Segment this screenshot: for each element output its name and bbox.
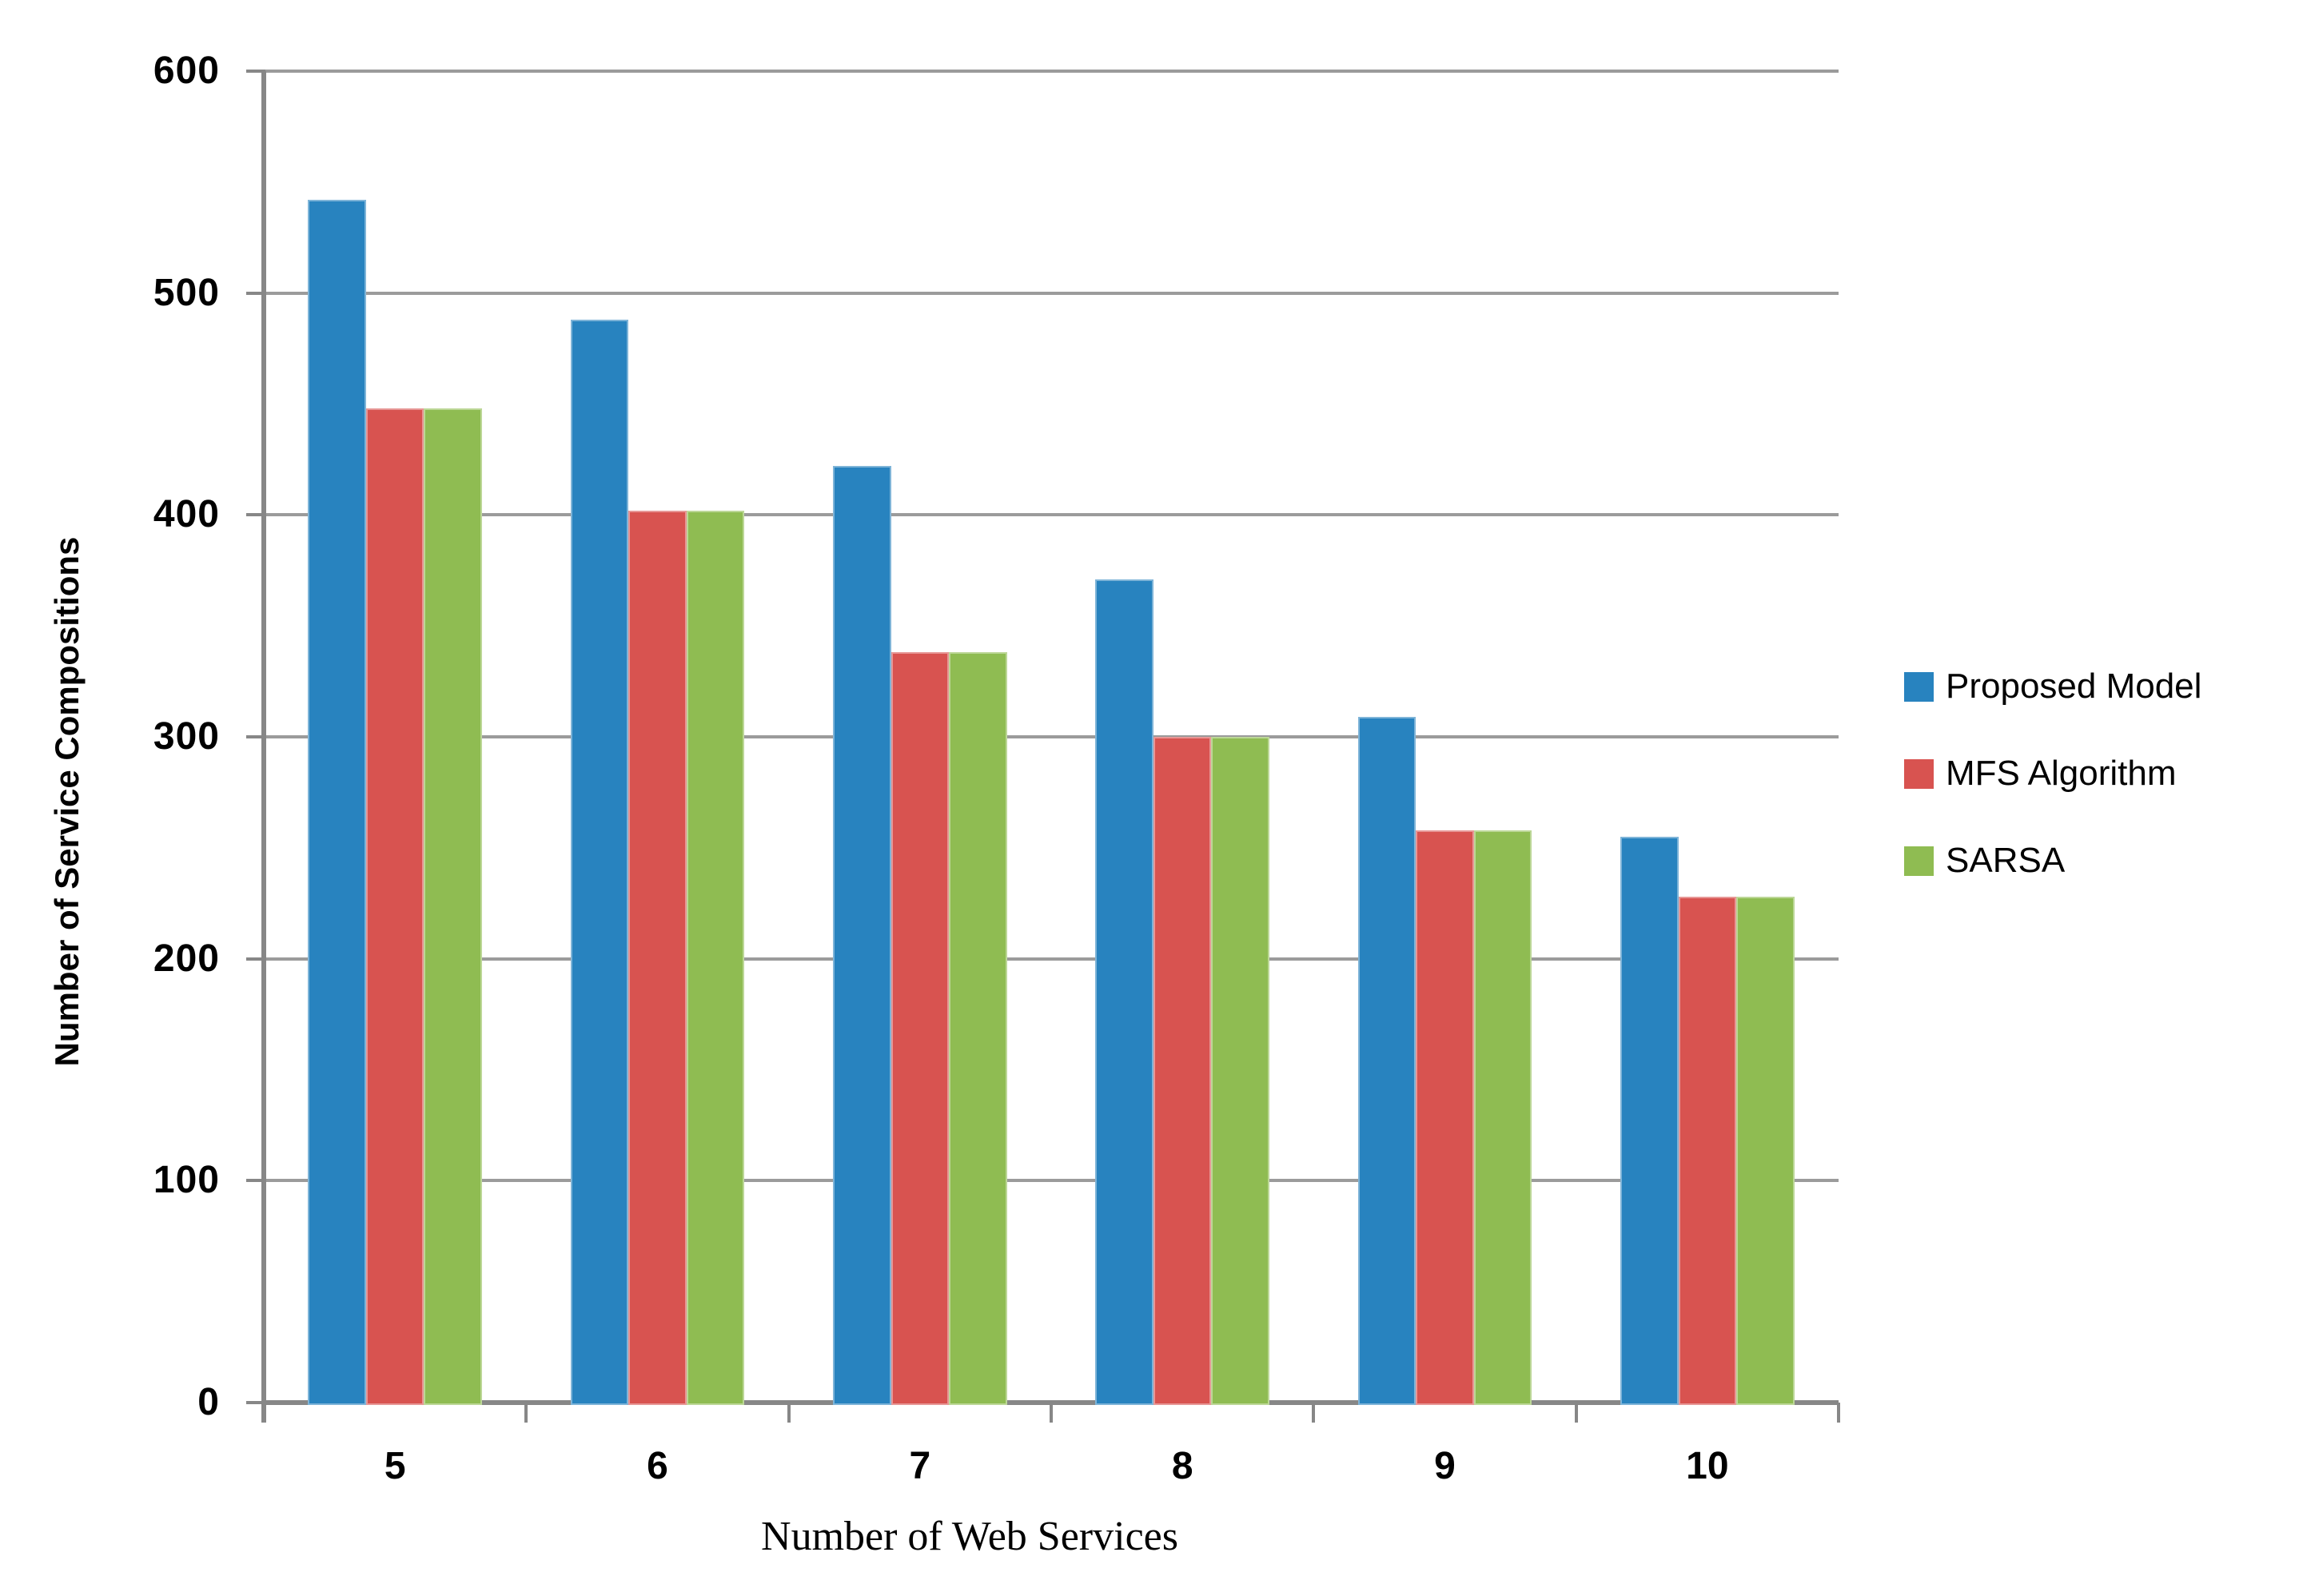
y-tick-label-300: 300 bbox=[153, 715, 220, 758]
bar-proposed-model-10 bbox=[1620, 836, 1679, 1405]
y-tick-label-200: 200 bbox=[153, 937, 220, 980]
y-tick-label-600: 600 bbox=[153, 50, 220, 92]
y-tick-label-400: 400 bbox=[153, 493, 220, 536]
bar-mfs-algorithm-7 bbox=[891, 652, 950, 1405]
gridline-300 bbox=[264, 735, 1839, 738]
y-tick-100 bbox=[246, 1179, 265, 1183]
y-tick-200 bbox=[246, 957, 265, 961]
legend-item-sarsa: SARSA bbox=[1904, 841, 2201, 880]
bar-proposed-model-7 bbox=[833, 466, 891, 1405]
bar-sarsa-9 bbox=[1473, 830, 1532, 1405]
bar-sarsa-7 bbox=[949, 652, 1007, 1405]
y-tick-500 bbox=[246, 291, 265, 295]
bar-proposed-model-9 bbox=[1357, 717, 1416, 1405]
y-tick-label-0: 0 bbox=[197, 1381, 220, 1423]
x-category-label-6: 6 bbox=[647, 1445, 668, 1487]
x-tick-1 bbox=[524, 1403, 528, 1423]
x-category-label-5: 5 bbox=[384, 1445, 406, 1487]
plot-area: 0 100 200 300 400 500 600 5 6 7 8 9 10 bbox=[153, 52, 1840, 1487]
bar-mfs-algorithm-10 bbox=[1678, 896, 1737, 1405]
bar-mfs-algorithm-5 bbox=[365, 408, 424, 1405]
legend-label-mfs-algorithm: MFS Algorithm bbox=[1946, 754, 2177, 793]
y-axis-title: Number of Service Compositions bbox=[48, 536, 86, 1067]
legend-swatch-mfs-algorithm-icon bbox=[1904, 758, 1934, 789]
legend-item-proposed-model: Proposed Model bbox=[1904, 667, 2202, 706]
y-tick-label-500: 500 bbox=[153, 271, 220, 314]
bar-proposed-model-6 bbox=[570, 319, 629, 1405]
gridline-600 bbox=[264, 70, 1839, 73]
y-tick-400 bbox=[246, 513, 265, 517]
gridline-100 bbox=[264, 1179, 1839, 1183]
x-tick-3 bbox=[1050, 1403, 1053, 1423]
legend: Proposed Model MFS Algorithm SARSA bbox=[1904, 667, 2202, 933]
bar-mfs-algorithm-8 bbox=[1153, 737, 1212, 1405]
legend-label-sarsa: SARSA bbox=[1946, 841, 2066, 880]
bar-sarsa-8 bbox=[1211, 737, 1269, 1405]
x-category-label-7: 7 bbox=[909, 1445, 931, 1487]
bar-sarsa-5 bbox=[424, 408, 482, 1405]
x-category-label-9: 9 bbox=[1434, 1445, 1456, 1487]
bar-sarsa-10 bbox=[1736, 896, 1795, 1405]
x-tick-6 bbox=[1837, 1403, 1840, 1423]
bar-mfs-algorithm-9 bbox=[1416, 830, 1474, 1405]
x-tick-2 bbox=[787, 1403, 791, 1423]
y-tick-0 bbox=[246, 1401, 265, 1404]
legend-swatch-sarsa-icon bbox=[1904, 846, 1934, 876]
gridline-200 bbox=[264, 957, 1839, 961]
gridline-500 bbox=[264, 291, 1839, 295]
y-tick-300 bbox=[246, 735, 265, 738]
gridline-400 bbox=[264, 513, 1839, 517]
legend-label-proposed-model: Proposed Model bbox=[1946, 667, 2202, 706]
x-category-label-10: 10 bbox=[1686, 1445, 1729, 1487]
y-axis-line bbox=[261, 71, 266, 1423]
y-tick-label-100: 100 bbox=[153, 1159, 220, 1202]
x-tick-5 bbox=[1574, 1403, 1578, 1423]
bar-proposed-model-8 bbox=[1095, 579, 1154, 1405]
x-tick-0 bbox=[262, 1403, 265, 1423]
x-tick-4 bbox=[1312, 1403, 1316, 1423]
x-axis-title: Number of Web Services bbox=[761, 1514, 1178, 1559]
legend-item-mfs-algorithm: MFS Algorithm bbox=[1904, 754, 2201, 793]
bar-sarsa-6 bbox=[686, 510, 745, 1405]
legend-swatch-proposed-model-icon bbox=[1904, 671, 1934, 702]
x-category-label-8: 8 bbox=[1171, 1445, 1193, 1487]
bar-mfs-algorithm-6 bbox=[628, 510, 687, 1405]
y-tick-600 bbox=[246, 70, 265, 73]
bar-proposed-model-5 bbox=[308, 200, 366, 1405]
